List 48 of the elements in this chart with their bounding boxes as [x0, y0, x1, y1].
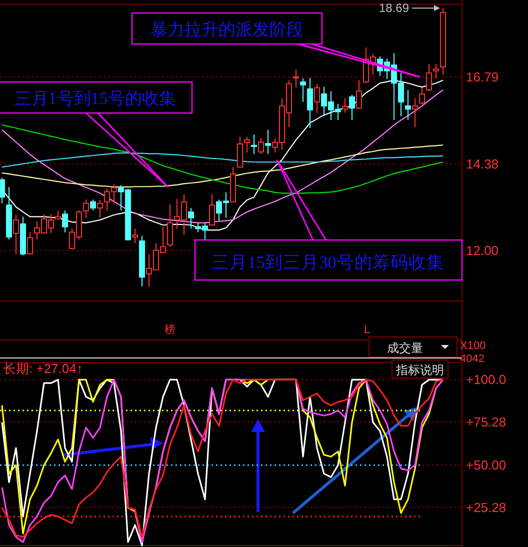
text: 成交量 — [387, 341, 423, 355]
annotation: 暴力拉升的派发阶段 — [150, 20, 304, 39]
text: X100 — [460, 340, 486, 352]
candlestick — [251, 134, 257, 155]
candlestick — [265, 129, 271, 155]
y-tick-label: 12.00 — [466, 242, 499, 258]
candlestick — [90, 199, 96, 212]
candlestick — [244, 136, 250, 154]
text: 4042 — [460, 353, 484, 365]
annotation: 三月1号到15号的收集 — [14, 89, 176, 108]
candlestick — [83, 199, 89, 218]
candlestick — [314, 83, 320, 114]
candlestick — [307, 78, 313, 128]
text: L — [364, 324, 370, 336]
candlestick — [356, 80, 362, 110]
candlestick — [300, 78, 306, 102]
annotation: 指标说明 — [395, 363, 444, 377]
candlestick — [27, 232, 33, 254]
annotation: 三月15到三月30号的筹码收集 — [212, 252, 444, 272]
candlestick — [188, 207, 194, 230]
candlestick — [13, 214, 19, 254]
y-tick-label: 14.38 — [466, 156, 499, 172]
candlestick — [97, 199, 103, 218]
candlestick — [293, 68, 299, 88]
candlestick — [349, 94, 355, 121]
candlestick — [426, 63, 432, 92]
candlestick — [405, 89, 411, 121]
candlestick — [0, 177, 5, 204]
candlestick — [433, 63, 439, 79]
y-tick-label: 16.79 — [466, 70, 499, 84]
candlestick — [62, 210, 68, 233]
candlestick — [419, 86, 425, 105]
y-tick-label: +100.0 — [466, 372, 506, 388]
chart-subtitle: 长期: +27.04↑ — [3, 361, 83, 376]
candlestick — [209, 194, 215, 226]
line-series — [1, 124, 444, 194]
y-tick-label: +75.28 — [466, 414, 506, 430]
candlestick — [167, 204, 173, 248]
line-series — [1, 152, 444, 168]
candlestick — [237, 136, 243, 168]
y-tick-label: +25.28 — [466, 500, 506, 515]
candlestick — [258, 138, 264, 155]
candlestick — [132, 228, 138, 244]
y-tick-label: +50.00 — [466, 458, 506, 473]
candlestick — [342, 98, 348, 114]
annotation: 18.69 — [378, 1, 410, 16]
candlestick — [412, 98, 418, 128]
text: 榜 — [164, 323, 176, 336]
